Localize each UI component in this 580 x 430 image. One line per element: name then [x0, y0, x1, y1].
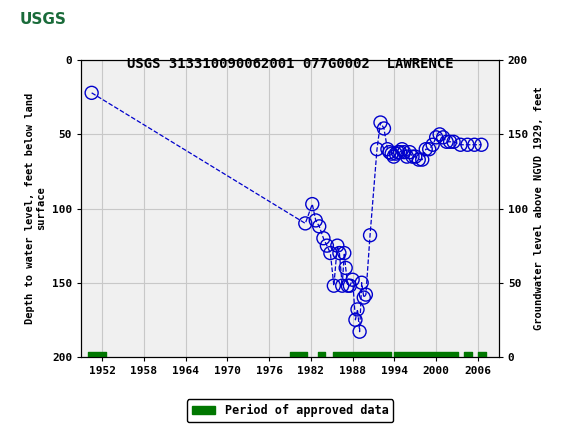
- Point: [340, 249, 349, 256]
- Point: [326, 249, 335, 256]
- Point: [379, 125, 389, 132]
- Point: [435, 131, 444, 138]
- Point: [428, 141, 437, 148]
- Point: [322, 242, 332, 249]
- Point: [414, 156, 423, 163]
- Point: [311, 217, 320, 224]
- Point: [338, 282, 347, 289]
- Point: [393, 149, 403, 156]
- Point: [355, 328, 364, 335]
- Y-axis label: Groundwater level above NGVD 1929, feet: Groundwater level above NGVD 1929, feet: [534, 87, 543, 330]
- FancyBboxPatch shape: [6, 3, 81, 36]
- Point: [432, 134, 441, 141]
- Point: [335, 249, 344, 256]
- Text: USGS: USGS: [20, 12, 67, 27]
- Point: [391, 150, 400, 157]
- Point: [449, 138, 458, 145]
- Point: [365, 232, 375, 239]
- Point: [403, 153, 412, 160]
- Point: [425, 146, 434, 153]
- Point: [418, 156, 427, 163]
- Point: [319, 235, 328, 242]
- Point: [442, 138, 451, 145]
- Point: [470, 141, 479, 148]
- Point: [389, 153, 398, 160]
- Text: USGS 313310090062001 077G0002  LAWRENCE: USGS 313310090062001 077G0002 LAWRENCE: [126, 58, 454, 71]
- Point: [300, 220, 310, 227]
- Point: [405, 149, 414, 156]
- Point: [421, 146, 430, 153]
- Point: [383, 146, 392, 153]
- Point: [329, 282, 339, 289]
- Point: [445, 138, 455, 145]
- Point: [408, 153, 417, 160]
- Point: [385, 149, 394, 156]
- Point: [396, 149, 405, 156]
- Point: [397, 146, 407, 153]
- Point: [357, 280, 367, 286]
- Point: [351, 316, 360, 323]
- Point: [314, 223, 324, 230]
- Y-axis label: Depth to water level, feet below land
surface: Depth to water level, feet below land su…: [25, 93, 46, 324]
- Point: [361, 291, 371, 298]
- Point: [463, 141, 472, 148]
- Point: [345, 282, 354, 289]
- Point: [477, 141, 486, 148]
- Point: [343, 282, 353, 289]
- Point: [307, 201, 317, 208]
- Point: [353, 306, 362, 313]
- Point: [400, 149, 409, 156]
- Legend: Period of approved data: Period of approved data: [187, 399, 393, 422]
- Point: [376, 119, 385, 126]
- Point: [411, 153, 420, 160]
- Point: [438, 134, 448, 141]
- Point: [333, 242, 342, 249]
- Point: [387, 150, 396, 157]
- Point: [456, 141, 465, 148]
- Point: [87, 89, 96, 96]
- Point: [359, 294, 368, 301]
- Point: [341, 264, 350, 271]
- Point: [348, 276, 357, 283]
- Point: [372, 146, 382, 153]
